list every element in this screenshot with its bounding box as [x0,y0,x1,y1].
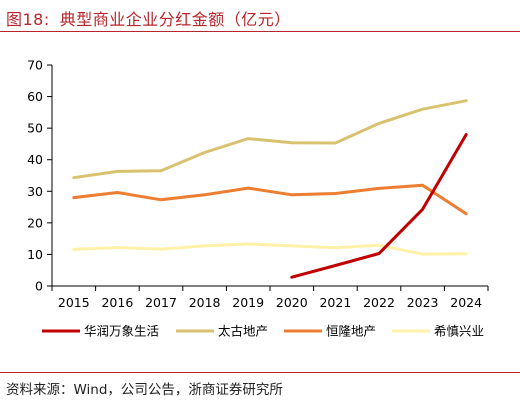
x-tick-label: 2024 [450,295,482,310]
legend-label-3: 恒隆地产 [326,324,376,339]
legend-label-2: 太古地产 [218,324,268,339]
y-tick-label: 30 [27,184,43,199]
series-line-1 [290,133,468,279]
y-tick-label: 0 [35,279,43,294]
figure-label: 图18: [6,10,50,29]
y-tick-label: 20 [27,215,43,230]
x-tick-label: 2015 [58,295,90,310]
x-tick-label: 2016 [101,295,133,310]
y-tick-label: 40 [27,152,43,167]
legend-label-1: 华润万象生活 [84,324,159,339]
title-divider [0,31,520,32]
x-tick-label: 2022 [363,295,395,310]
x-tick-label: 2017 [145,295,177,310]
chart-title: 图18: 典型商业企业分红金额（亿元） [6,6,291,30]
y-tick-label: 10 [27,247,43,262]
y-tick-label: 70 [27,58,43,73]
y-tick-label: 50 [27,121,43,136]
source-note: 资料来源：Wind，公司公告，浙商证券研究所 [6,382,283,398]
y-tick-label: 60 [27,89,43,104]
chart-title-text: 典型商业企业分红金额（亿元） [59,10,291,29]
x-tick-label: 2018 [189,295,221,310]
legend-label-4: 希慎兴业 [434,324,484,339]
footer-divider [0,372,520,373]
x-tick-label: 2020 [276,295,308,310]
series-line-4 [72,242,468,256]
series-line-3 [72,183,468,216]
series-line-2 [72,99,468,180]
x-tick-label: 2023 [407,295,439,310]
x-tick-label: 2021 [319,295,351,310]
x-tick-label: 2019 [232,295,264,310]
chart-series [72,99,468,279]
chart-legend: 华润万象生活 太古地产 恒隆地产 希慎兴业 [42,324,484,339]
chart-axes: 0 10 20 30 40 50 60 70 2015 2016 2017 2018 2019 2020 2… [27,58,489,310]
